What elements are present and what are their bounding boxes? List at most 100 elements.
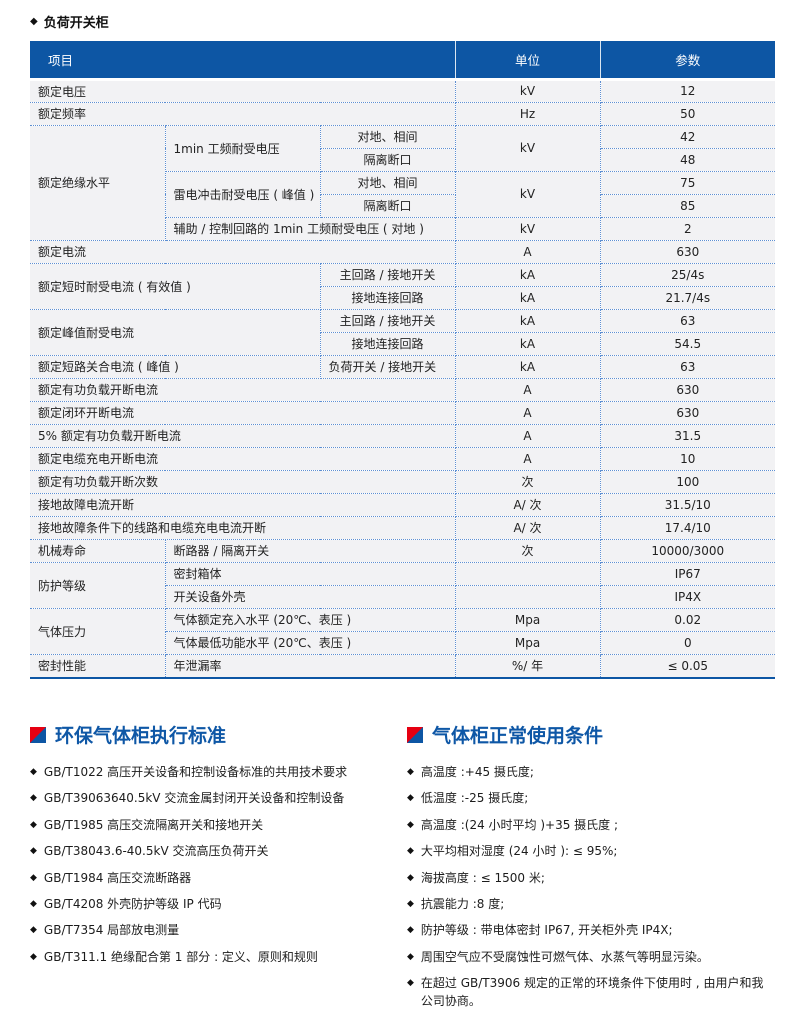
table-cell: 年泄漏率 xyxy=(164,653,456,678)
standards-list: ◆ GB/T1022 高压开关设备和控制设备标准的共用技术要求 ◆ GB/T39063… xyxy=(30,764,385,966)
list-item: ◆ 抗震能力 :8 度; xyxy=(407,896,775,913)
table-cell: 1min 工频耐受电压 xyxy=(164,124,321,172)
diamond-bullet-icon: ◆ xyxy=(30,793,37,804)
list-item: ◆ GB/T1984 高压交流断路器 xyxy=(30,870,385,887)
list-item-text: GB/T4208 外壳防护等级 IP 代码 xyxy=(43,896,222,911)
table-cell: 密封性能 xyxy=(29,653,166,678)
table-cell: A/ 次 xyxy=(454,515,601,540)
table-row: 接地故障电流开断 A/ 次 31.5/10 xyxy=(29,492,776,517)
list-item-text: 低温度 :-25 摄氏度; xyxy=(420,791,529,806)
table-row: 额定电缆充电开断电流 A 10 xyxy=(29,446,776,471)
table-row: 密封性能 年泄漏率 %/ 年 ≤ 0.05 xyxy=(29,653,776,678)
table-cell: 次 xyxy=(454,469,601,494)
diamond-bullet-icon: ◆ xyxy=(30,951,37,962)
table-cell: ≤ 0.05 xyxy=(599,653,776,678)
table-cell: 85 xyxy=(599,193,776,218)
list-item-text: GB/T1022 高压开关设备和控制设备标准的共用技术要求 xyxy=(43,765,348,779)
diamond-bullet-icon: ◆ xyxy=(30,925,37,936)
list-item-text: GB/T1985 高压交流隔离开关和接地开关 xyxy=(43,817,264,832)
table-cell: 额定短路关合电流 ( 峰值 ) xyxy=(29,354,321,379)
list-item-text: 海拔高度 : ≤ 1500 米; xyxy=(420,870,545,885)
table-cell: 31.5/10 xyxy=(599,492,776,517)
table-cell: 开关设备外壳 xyxy=(164,584,456,609)
table-cell: 额定频率 xyxy=(29,101,456,126)
table-cell: 630 xyxy=(599,400,776,425)
table-row: 5% 额定有功负载开断电流 A 31.5 xyxy=(29,423,776,448)
diamond-bullet-icon: ◆ xyxy=(30,16,38,27)
table-cell: 额定短时耐受电流 ( 有效值 ) xyxy=(29,262,321,310)
table-cell: 对地、相间 xyxy=(319,170,456,195)
list-item-text: 高温度 :+45 摄氏度; xyxy=(420,765,534,779)
table-cell: 12 xyxy=(599,78,776,103)
table-cell: 42 xyxy=(599,124,776,149)
diamond-bullet-icon: ◆ xyxy=(30,819,37,830)
table-row: 额定有功负载开断电流 A 630 xyxy=(29,377,776,402)
table-cell: 接地故障条件下的线路和电缆充电电流开断 xyxy=(29,515,456,540)
table-cell: 额定电缆充电开断电流 xyxy=(29,446,456,471)
table-cell: 辅助 / 控制回路的 1min 工频耐受电压 ( 对地 ) xyxy=(164,216,456,241)
table-cell: 48 xyxy=(599,147,776,172)
list-item: ◆ 高温度 :+45 摄氏度; xyxy=(407,764,775,781)
table-cell: 次 xyxy=(454,538,601,563)
table-header-cell: 参数 xyxy=(599,41,776,81)
table-cell: 额定电流 xyxy=(29,239,456,264)
table-header-row: 项目 单位 参数 xyxy=(30,41,776,81)
page-title: ◆ 负荷开关柜 xyxy=(30,12,775,31)
table-row: 接地连接回路 kA 21.7/4s xyxy=(30,285,776,310)
table-cell: Mpa xyxy=(454,607,601,632)
diamond-bullet-icon: ◆ xyxy=(407,898,414,909)
list-item-text: GB/T38043.6-40.5kV 交流高压负荷开关 xyxy=(43,844,269,859)
diamond-bullet-icon: ◆ xyxy=(407,767,414,777)
table-cell: 主回路 / 接地开关 xyxy=(319,262,456,287)
table-cell: 630 xyxy=(599,239,776,264)
table-cell: A xyxy=(454,239,601,264)
diamond-bullet-icon: ◆ xyxy=(30,898,37,909)
table-cell: 对地、相间 xyxy=(319,124,456,149)
table-cell: 63 xyxy=(599,308,776,333)
table-cell xyxy=(454,584,601,609)
table-cell: 气体额定充入水平 (20℃、表压 ) xyxy=(164,607,456,632)
list-item-text: 在超过 GB/T3906 规定的正常的环境条件下使用时 , 由用户和我公司协商。 xyxy=(420,976,764,1008)
table-cell: kV xyxy=(454,124,601,172)
list-item: ◆ GB/T39063640.5kV 交流金属封闭开关设备和控制设备 xyxy=(30,790,385,807)
table-cell: 17.4/10 xyxy=(599,515,776,540)
diamond-bullet-icon: ◆ xyxy=(407,978,414,989)
table-cell: A/ 次 xyxy=(454,492,601,517)
table-cell: IP4X xyxy=(599,584,776,609)
list-item: ◆ GB/T38043.6-40.5kV 交流高压负荷开关 xyxy=(30,843,385,860)
list-item-text: 防护等级 : 带电体密封 IP67, 开关柜外壳 IP4X; xyxy=(420,923,673,938)
table-cell: kV xyxy=(454,216,601,241)
table-cell: Mpa xyxy=(454,630,601,655)
table-cell: 31.5 xyxy=(599,423,776,448)
table-cell: A xyxy=(454,400,601,425)
table-cell: 气体压力 xyxy=(29,607,166,655)
standards-section-title: 环保气体柜执行标准 xyxy=(30,721,385,748)
table-cell: 25/4s xyxy=(599,262,776,287)
table-row: 额定绝缘水平 1min 工频耐受电压 对地、相间 kV 42 xyxy=(29,124,776,241)
table-cell: 0 xyxy=(599,630,776,655)
table-cell: A xyxy=(454,377,601,402)
table-cell: 额定有功负载开断电流 xyxy=(29,377,456,402)
list-item: ◆ GB/T4208 外壳防护等级 IP 代码 xyxy=(30,896,385,913)
table-cell: Hz xyxy=(454,101,601,126)
table-cell: A xyxy=(454,446,601,471)
diamond-bullet-icon: ◆ xyxy=(407,951,414,962)
table-cell: kA xyxy=(454,285,601,310)
table-cell: 75 xyxy=(599,170,776,195)
table-header-cell: 单位 xyxy=(454,41,601,81)
table-cell: 接地故障电流开断 xyxy=(29,492,456,517)
table-row: 额定闭环开断电流 A 630 xyxy=(29,400,776,425)
diamond-bullet-icon: ◆ xyxy=(407,819,414,830)
conditions-section: 气体柜正常使用条件 ◆ 高温度 :+45 摄氏度; ◆ 低温度 :-25 摄氏度; ◆ 高… xyxy=(407,721,775,1019)
diamond-bullet-icon: ◆ xyxy=(407,793,414,804)
diamond-bullet-icon: ◆ xyxy=(30,767,37,777)
table-cell: 50 xyxy=(599,101,776,126)
list-item: ◆ GB/T311.1 绝缘配合第 1 部分 : 定义、原则和规则 xyxy=(30,949,385,966)
list-item-text: 抗震能力 :8 度; xyxy=(420,896,505,911)
table-row: 气体压力 气体额定充入水平 (20℃、表压 ) Mpa 0.02 xyxy=(29,607,776,655)
table-row: 雷电冲击耐受电压 ( 峰值 ) 对地、相间 kV 75 xyxy=(30,170,776,218)
table-header-cell: 项目 xyxy=(30,41,456,81)
list-item: ◆ GB/T7354 局部放电测量 xyxy=(30,922,385,939)
table-cell: 雷电冲击耐受电压 ( 峰值 ) xyxy=(164,170,321,218)
